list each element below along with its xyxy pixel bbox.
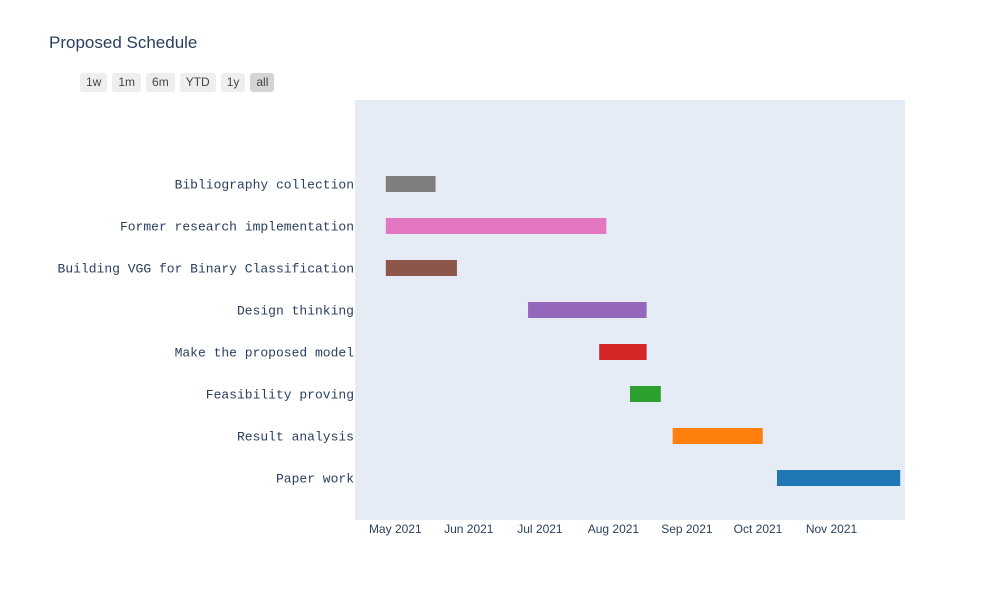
task-bar[interactable]: [599, 344, 647, 360]
task-label: Design thinking: [237, 304, 354, 319]
x-tick-label: Aug 2021: [588, 522, 640, 536]
task-bar[interactable]: [385, 260, 457, 276]
task-label: Feasibility proving: [206, 388, 354, 403]
range-button-1w[interactable]: 1w: [80, 73, 108, 92]
range-button-6m[interactable]: 6m: [146, 73, 175, 92]
task-bar[interactable]: [528, 302, 647, 318]
x-tick-label: Sep 2021: [661, 522, 713, 536]
task-label: Make the proposed model: [175, 346, 355, 361]
task-bar[interactable]: [385, 176, 436, 192]
task-label: Paper work: [276, 472, 354, 487]
range-button-1y[interactable]: 1y: [220, 73, 246, 92]
task-bar[interactable]: [672, 428, 763, 444]
x-tick-label: Oct 2021: [734, 522, 783, 536]
task-label: Former research implementation: [120, 220, 354, 235]
range-button-all[interactable]: all: [250, 73, 275, 92]
x-tick-label: Jun 2021: [444, 522, 494, 536]
task-bars: [385, 176, 901, 486]
task-label: Result analysis: [237, 430, 354, 445]
task-bar[interactable]: [776, 470, 901, 486]
task-label: Building VGG for Binary Classification: [58, 262, 354, 277]
range-button-1m[interactable]: 1m: [112, 73, 142, 92]
x-tick-label: Jul 2021: [517, 522, 563, 536]
x-tick-label: May 2021: [369, 522, 422, 536]
y-axis-labels: Bibliography collection Former research i…: [58, 178, 355, 487]
x-axis-labels: May 2021 Jun 2021 Jul 2021 Aug 2021 Sep 2021…: [369, 522, 858, 536]
range-selector: 1w 1m 6m YTD 1y all: [80, 73, 275, 92]
task-label: Bibliography collection: [175, 178, 354, 193]
task-bar[interactable]: [385, 218, 607, 234]
chart-title: Proposed Schedule: [49, 33, 198, 52]
range-button-ytd[interactable]: YTD: [179, 73, 216, 92]
x-tick-label: Nov 2021: [806, 522, 858, 536]
task-bar[interactable]: [630, 386, 661, 402]
